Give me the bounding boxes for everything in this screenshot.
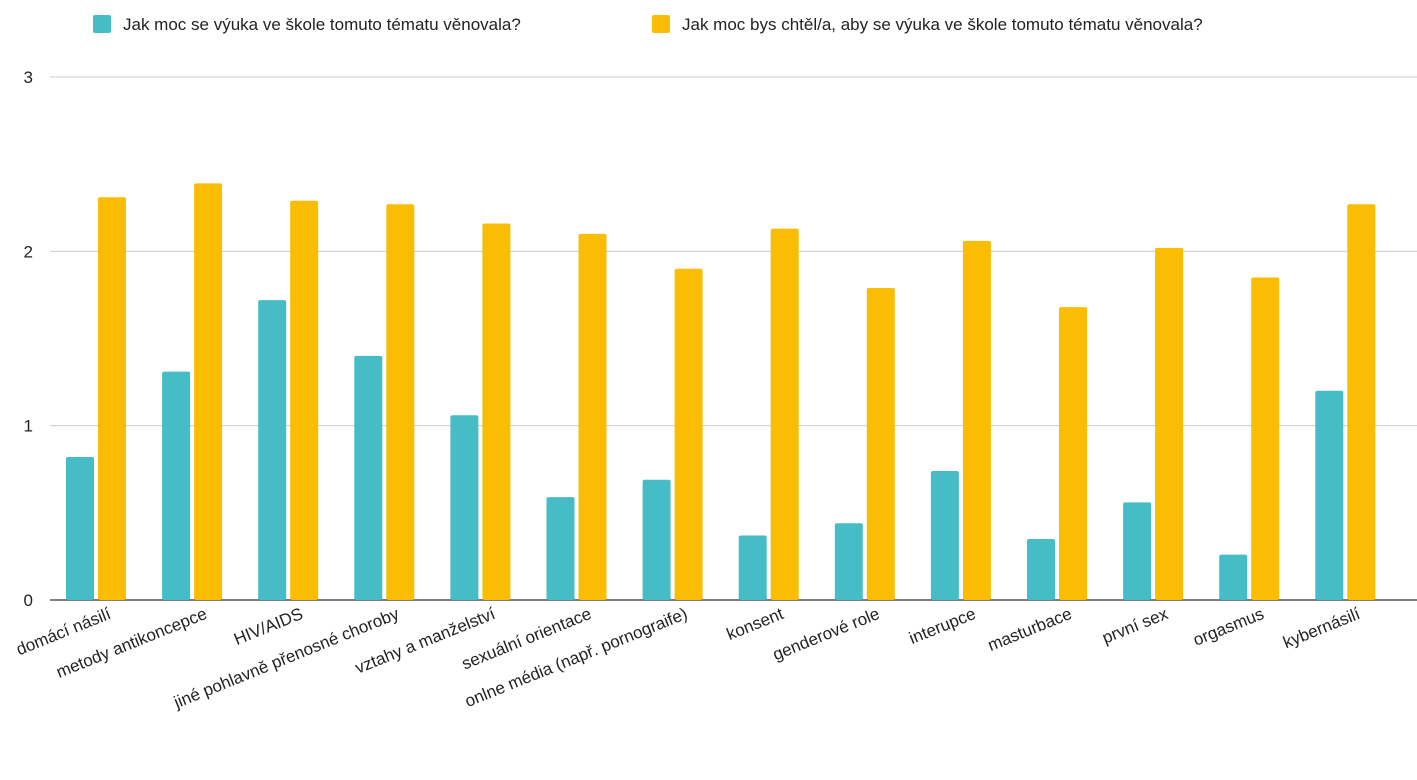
bar-wanted [578,233,607,600]
y-axis: 0 1 2 3 [24,68,33,610]
bar-wanted [674,268,703,600]
bars [66,183,1376,601]
bar-wanted [482,223,511,600]
bar-wanted [962,240,991,600]
gridlines [50,76,1417,601]
x-tick-label: orgasmus [1190,604,1266,650]
bar-wanted [290,200,319,600]
bar-wanted [1059,307,1087,600]
bar-taught [66,457,94,600]
legend-swatch [652,15,670,33]
bar-wanted [1155,247,1184,600]
bar-taught [258,300,287,600]
bar-taught [546,497,575,600]
bar-wanted [98,197,126,601]
y-tick-label: 1 [24,417,33,436]
x-tick-label: interupce [906,604,978,648]
bar-wanted [386,204,415,600]
bar-taught [1219,554,1248,600]
y-tick-label: 0 [24,591,33,610]
x-tick-label: první sex [1100,604,1172,648]
x-tick-label: HIV/AIDS [231,604,306,649]
bar-taught [834,523,863,600]
legend-label: Jak moc bys chtěl/a, aby se výuka ve ško… [682,15,1203,34]
y-tick-label: 2 [24,242,33,261]
bar-taught [1315,390,1344,600]
y-tick-label: 3 [24,68,33,87]
legend: Jak moc se výuka ve škole tomuto tématu … [93,15,1203,34]
x-tick-label: masturbace [985,604,1074,655]
bar-wanted [1347,204,1376,600]
bar-wanted [1251,277,1280,600]
bar-taught [642,479,671,600]
legend-swatch [93,15,111,33]
bar-taught [1027,538,1055,600]
bar-taught [1123,502,1152,600]
bar-wanted [194,183,223,601]
bar-taught [450,415,479,600]
bar-taught [354,355,383,600]
bar-wanted [770,228,799,601]
x-tick-label: genderové role [770,604,882,664]
bar-taught [738,535,767,600]
bar-taught [162,371,191,600]
legend-label: Jak moc se výuka ve škole tomuto tématu … [123,15,521,34]
x-tick-label: konsent [724,604,787,644]
bar-taught [930,470,959,600]
bar-wanted [866,287,895,600]
x-tick-label: kybernásilí [1280,604,1363,652]
